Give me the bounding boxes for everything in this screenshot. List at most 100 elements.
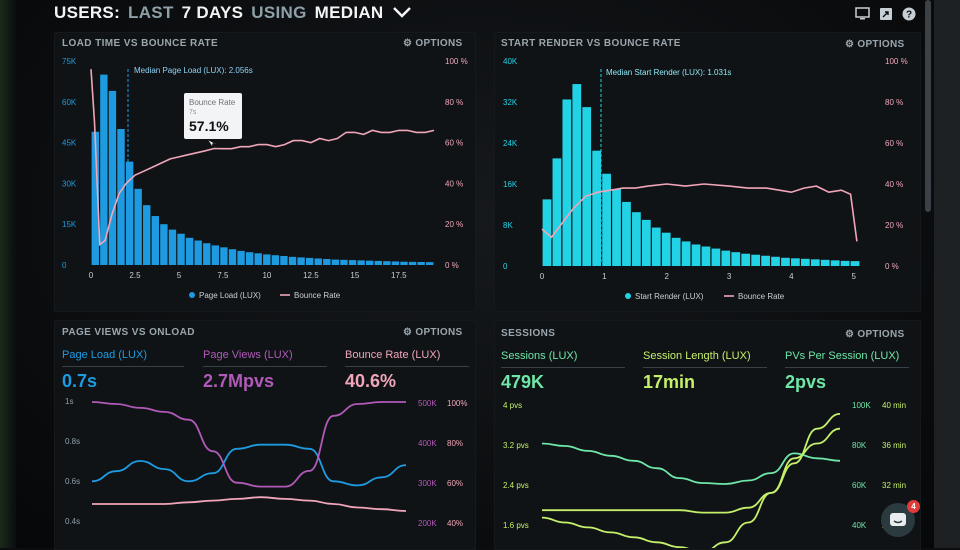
- tooltip-value: 57.1%: [189, 118, 229, 134]
- y-right-tick-label: 80 %: [445, 98, 463, 107]
- bar: [366, 260, 374, 265]
- bar: [340, 259, 348, 265]
- y-tick-label: 60%: [447, 479, 463, 488]
- bar: [400, 261, 408, 265]
- bar: [622, 201, 631, 266]
- y-tick-label: 75K: [62, 57, 77, 66]
- chart-load-time: 0 15K 30K 45K 60K 75K 0 % 20 % 40 % 60 % 80 % 100 %…: [62, 57, 468, 300]
- x-tick-label: 5: [177, 271, 182, 280]
- scrollbar[interactable]: [925, 0, 931, 212]
- bar: [612, 189, 621, 266]
- options-button[interactable]: ⚙ OPTIONS: [845, 39, 904, 50]
- monitor-icon[interactable]: [855, 6, 870, 21]
- options-label: OPTIONS: [857, 329, 905, 340]
- chart-page-views: 0.4s 0.6s 0.8s 1s 200K 300K 400K 500K 40% 60% 80% 1…: [65, 397, 467, 528]
- y-tick-label: 0.4s: [65, 517, 80, 526]
- y-right-tick-label: 0 %: [885, 262, 899, 271]
- legend-label: Page Load (LUX): [199, 291, 261, 300]
- y-right-tick-label: 40 %: [445, 179, 463, 188]
- series-line: [91, 401, 406, 488]
- right-edge: [934, 0, 960, 548]
- bar: [741, 253, 751, 266]
- y-right-tick-label: 40 %: [885, 180, 903, 189]
- gear-icon: ⚙: [845, 39, 855, 50]
- options-button[interactable]: ⚙ OPTIONS: [845, 329, 904, 340]
- metric-value-bounce-rate: 40.6%: [345, 371, 397, 391]
- help-icon[interactable]: ?: [901, 6, 916, 21]
- y-right-tick-label: 60 %: [445, 139, 463, 148]
- metric-label-sessions: Sessions (LUX): [501, 350, 578, 362]
- series-line: [92, 496, 407, 512]
- svg-text:?: ?: [905, 9, 911, 20]
- series-line: [541, 427, 841, 548]
- metric-value-pvs-per-session: 2pvs: [785, 372, 827, 392]
- x-tick-label: 0: [540, 272, 545, 281]
- chart-start-render: 0 8K 16K 24K 32K 40K 0 % 20 % 40 % 60 % 80 % 100 % 0…: [503, 57, 908, 301]
- series-line: [91, 443, 407, 487]
- divider: [501, 367, 625, 368]
- bar: [323, 259, 331, 265]
- series-line: [541, 413, 841, 514]
- cursor-icon: [207, 139, 217, 147]
- y-tick-label: 30K: [62, 179, 77, 188]
- tooltip-box: [184, 93, 242, 139]
- title-range: 7 DAYS: [181, 3, 244, 22]
- bar: [731, 252, 741, 266]
- y-right-tick-label: 60 %: [885, 139, 903, 148]
- y-tick-label: 200K: [418, 519, 437, 528]
- bar: [271, 255, 280, 265]
- x-tick-label: 1: [602, 272, 607, 281]
- chat-icon: [890, 513, 906, 526]
- y-tick-label: 8K: [503, 221, 513, 230]
- y-tick-label: 36 min: [882, 441, 906, 450]
- gear-icon: ⚙: [845, 329, 855, 340]
- bar: [391, 261, 400, 265]
- bar: [850, 261, 860, 266]
- y-right-tick-label: 100 %: [445, 57, 468, 66]
- bar: [348, 260, 357, 265]
- legend-swatch-primary: [189, 292, 195, 298]
- divider: [643, 367, 767, 368]
- y-tick-label: 24K: [503, 139, 518, 148]
- bar: [830, 260, 840, 266]
- chevron-down-icon[interactable]: [392, 3, 412, 23]
- y-tick-label: 100K: [852, 401, 871, 410]
- bar: [701, 246, 711, 266]
- tooltip-label: Bounce Rate: [189, 98, 236, 107]
- options-button[interactable]: ⚙ OPTIONS: [403, 38, 462, 49]
- y-tick-label: 0.8s: [65, 437, 80, 446]
- series-line-bounce-rate: [90, 69, 435, 247]
- bar: [280, 256, 288, 265]
- x-tick-label: 7.5: [217, 271, 229, 280]
- y-tick-label: 40 min: [882, 401, 906, 410]
- options-label: OPTIONS: [415, 327, 463, 338]
- y-tick-label: 80K: [852, 441, 867, 450]
- median-label: Median Start Render (LUX): 1.031s: [606, 68, 731, 77]
- bar: [751, 254, 761, 266]
- bar: [100, 74, 108, 265]
- metric-value-session-length: 17min: [643, 372, 696, 392]
- share-icon[interactable]: [878, 6, 893, 21]
- y-tick-label: 60K: [62, 98, 77, 107]
- divider: [62, 366, 184, 367]
- dashboard-title[interactable]: USERS: LAST 7 DAYS USING MEDIAN: [54, 2, 412, 24]
- bar: [426, 262, 434, 265]
- title-last: LAST: [128, 3, 174, 22]
- gear-icon: ⚙: [403, 327, 413, 338]
- bar: [211, 245, 220, 265]
- y-right-tick-label: 100 %: [885, 57, 908, 66]
- y-tick-label: 16K: [503, 180, 518, 189]
- title-median: MEDIAN: [314, 3, 384, 22]
- x-tick-label: 3: [727, 272, 732, 281]
- y-tick-label: 100%: [447, 399, 467, 408]
- bar: [374, 260, 382, 265]
- panel-title: LOAD TIME VS BOUNCE RATE: [62, 38, 219, 49]
- bar: [721, 250, 731, 266]
- y-right-tick-label: 20 %: [445, 220, 463, 229]
- x-tick-label: 15: [350, 271, 359, 280]
- bar: [791, 258, 800, 266]
- bar: [245, 252, 254, 265]
- options-button[interactable]: ⚙ OPTIONS: [403, 327, 462, 338]
- y-tick-label: 15K: [62, 220, 77, 229]
